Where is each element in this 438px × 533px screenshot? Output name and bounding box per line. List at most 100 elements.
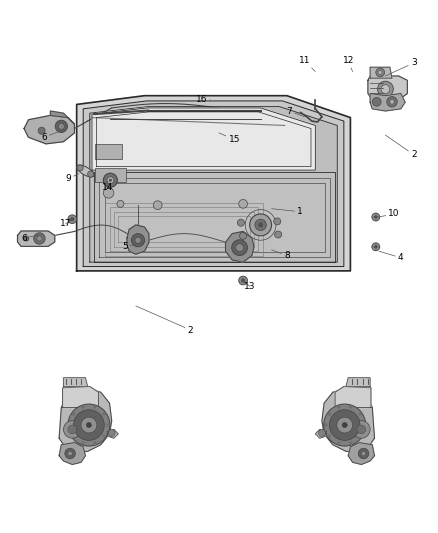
Circle shape — [81, 441, 85, 445]
Circle shape — [374, 216, 377, 219]
Circle shape — [337, 405, 341, 409]
Text: 6: 6 — [21, 233, 39, 243]
Circle shape — [239, 199, 247, 208]
Circle shape — [88, 171, 94, 177]
Polygon shape — [322, 388, 374, 452]
Polygon shape — [90, 107, 337, 262]
Circle shape — [72, 434, 75, 438]
Circle shape — [372, 243, 380, 251]
Circle shape — [108, 430, 115, 437]
Circle shape — [378, 81, 393, 97]
Circle shape — [358, 434, 362, 438]
Circle shape — [324, 423, 328, 427]
Circle shape — [64, 421, 81, 438]
Polygon shape — [370, 93, 405, 111]
Text: 3: 3 — [385, 58, 417, 76]
Circle shape — [237, 219, 244, 226]
Circle shape — [275, 231, 282, 238]
Text: 8: 8 — [272, 250, 290, 260]
Text: 16: 16 — [196, 95, 210, 104]
Circle shape — [68, 404, 110, 446]
Circle shape — [318, 430, 325, 437]
Polygon shape — [59, 442, 85, 464]
Circle shape — [106, 423, 110, 427]
Polygon shape — [83, 101, 344, 266]
Polygon shape — [370, 67, 392, 78]
Polygon shape — [315, 430, 326, 438]
Circle shape — [349, 441, 352, 445]
Ellipse shape — [77, 165, 94, 177]
Circle shape — [103, 173, 117, 187]
Text: 15: 15 — [219, 133, 240, 144]
Bar — [95, 168, 126, 182]
Circle shape — [390, 100, 394, 104]
Circle shape — [372, 98, 381, 106]
Circle shape — [68, 425, 77, 434]
Circle shape — [58, 123, 64, 130]
Text: 12: 12 — [343, 56, 354, 71]
Circle shape — [81, 405, 85, 409]
Circle shape — [153, 201, 162, 209]
Circle shape — [329, 410, 360, 440]
Circle shape — [86, 423, 92, 427]
Circle shape — [328, 412, 331, 416]
Polygon shape — [335, 386, 371, 408]
Text: 11: 11 — [299, 56, 315, 71]
Circle shape — [387, 96, 397, 107]
Circle shape — [109, 179, 112, 182]
Polygon shape — [77, 96, 350, 271]
Text: 2: 2 — [136, 306, 193, 335]
Circle shape — [372, 213, 380, 221]
Circle shape — [74, 410, 104, 440]
Text: 5: 5 — [122, 243, 145, 251]
Text: 7: 7 — [286, 107, 304, 117]
Polygon shape — [92, 108, 315, 170]
Circle shape — [239, 276, 247, 285]
Text: 4: 4 — [379, 251, 403, 262]
Circle shape — [77, 165, 83, 171]
Circle shape — [349, 405, 352, 409]
Polygon shape — [346, 378, 370, 386]
Circle shape — [24, 236, 29, 241]
Circle shape — [102, 434, 106, 438]
Circle shape — [358, 412, 362, 416]
Circle shape — [68, 423, 72, 427]
Circle shape — [328, 434, 331, 438]
Polygon shape — [50, 111, 74, 124]
Text: 13: 13 — [243, 281, 255, 290]
Circle shape — [71, 217, 74, 221]
Circle shape — [342, 423, 347, 427]
Circle shape — [37, 236, 42, 241]
Circle shape — [93, 405, 96, 409]
Polygon shape — [94, 172, 335, 262]
Polygon shape — [127, 225, 149, 254]
Polygon shape — [24, 115, 74, 144]
Polygon shape — [368, 76, 407, 102]
Circle shape — [107, 177, 114, 184]
Polygon shape — [18, 231, 55, 246]
Circle shape — [358, 448, 369, 459]
Text: 10: 10 — [378, 209, 400, 219]
Circle shape — [337, 417, 353, 433]
Text: 14: 14 — [102, 181, 113, 192]
Circle shape — [362, 423, 365, 427]
Circle shape — [34, 233, 45, 244]
Circle shape — [353, 421, 370, 438]
Circle shape — [93, 441, 96, 445]
Polygon shape — [348, 442, 374, 464]
Circle shape — [68, 215, 77, 223]
Circle shape — [337, 441, 341, 445]
Circle shape — [81, 417, 97, 433]
Polygon shape — [63, 386, 99, 408]
Circle shape — [117, 200, 124, 207]
Circle shape — [240, 232, 247, 239]
Circle shape — [258, 223, 263, 227]
Polygon shape — [59, 388, 112, 452]
Text: 9: 9 — [65, 174, 79, 183]
Circle shape — [102, 412, 106, 416]
Circle shape — [378, 71, 382, 74]
Polygon shape — [64, 378, 88, 386]
Circle shape — [381, 85, 390, 93]
Circle shape — [72, 412, 75, 416]
Text: 2: 2 — [385, 135, 417, 159]
